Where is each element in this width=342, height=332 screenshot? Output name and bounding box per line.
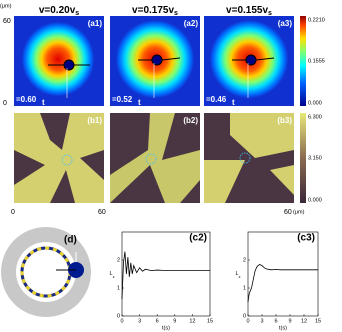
y-axis-label-main: L — [110, 271, 113, 277]
panel-value: =0.46 — [206, 95, 227, 104]
y-tick-label: 2 — [243, 257, 246, 263]
x-tick-label: 3 — [138, 318, 141, 324]
x-tick-label: 60 — [284, 209, 292, 216]
panel-label: (b2) — [183, 116, 198, 125]
x-tick-label: 0 — [246, 318, 249, 324]
y-axis-label: Lz — [110, 271, 115, 279]
series-line — [247, 264, 318, 303]
panel-label: (b1) — [87, 116, 102, 125]
y-tick-label: 60 — [3, 18, 11, 25]
y-axis-label-sub: z — [239, 275, 241, 279]
colorbar-label: 3.150 — [308, 155, 322, 161]
y-tick-label: 0 — [243, 313, 246, 319]
x-tick-label: 9 — [173, 318, 176, 324]
heatmaps — [14, 16, 306, 106]
panel-label: (d) — [64, 235, 77, 246]
x-tick-label: 15 — [315, 318, 321, 324]
colorbar-label: 0.000 — [308, 197, 322, 203]
panel-value: =0.60 — [16, 95, 37, 104]
column-title-sub: s — [174, 10, 178, 17]
x-tick-label: 0 — [120, 318, 123, 324]
y-tick-label: 2 — [117, 257, 120, 263]
panel-value-sub: t — [138, 98, 141, 107]
x-tick-label: 6 — [274, 318, 277, 324]
column-title-main: v=0.175v — [132, 5, 174, 16]
panel-value-sub: t — [42, 98, 45, 107]
diagram — [1, 227, 91, 317]
colorbar-label: 0.1555 — [308, 58, 325, 64]
axis-unit: (μm) — [293, 209, 305, 215]
colorbar — [300, 16, 306, 106]
x-tick-label: 12 — [301, 318, 307, 324]
panel-value-sub: t — [232, 98, 235, 107]
panel-label: (a2) — [184, 19, 199, 28]
column-title-main: v=0.155v — [226, 5, 268, 16]
heatmap-field — [21, 21, 95, 97]
panel-label: (a1) — [88, 19, 103, 28]
vortex-markers — [48, 54, 275, 98]
series-line — [121, 251, 210, 300]
axis-unit: (μm) — [0, 3, 12, 9]
y-tick-label: 1 — [117, 285, 120, 291]
x-tick-label: 12 — [189, 318, 195, 324]
plot-frame — [121, 231, 211, 317]
y-tick-label: 0 — [3, 100, 7, 107]
panel-value: =0.52 — [112, 95, 133, 104]
colorbar-label: 0.000 — [308, 100, 322, 106]
phase-region — [14, 113, 104, 203]
phase-maps — [14, 113, 306, 203]
y-tick-label: 1 — [243, 285, 246, 291]
plot-frame — [247, 231, 319, 317]
colorbar-label: 6.300 — [308, 114, 322, 120]
x-tick-label: 15 — [207, 318, 213, 324]
column-title: v=0.155vs — [226, 5, 272, 17]
panel-label: (c3) — [297, 233, 315, 244]
panel-label: (c2) — [189, 233, 207, 244]
phase-region — [110, 113, 200, 203]
y-axis-label: Lz — [236, 271, 241, 279]
column-title-sub: s — [75, 10, 79, 17]
panel-label: (a3) — [278, 19, 293, 28]
x-tick-label: 0 — [11, 209, 15, 216]
column-title: v=0.175vs — [132, 5, 178, 17]
y-tick-label: 0 — [117, 313, 120, 319]
column-title: v=0.20vs — [39, 5, 79, 17]
x-tick-label: 9 — [288, 318, 291, 324]
column-title-sub: s — [268, 10, 272, 17]
phase-region — [204, 113, 294, 203]
x-axis-label: t(s) — [162, 325, 170, 331]
y-axis-label-sub: z — [113, 275, 115, 279]
colorbar — [300, 113, 306, 203]
panel-label: (b3) — [277, 116, 292, 125]
x-tick-label: 60 — [98, 209, 106, 216]
x-tick-label: 3 — [260, 318, 263, 324]
y-axis-label-main: L — [236, 271, 239, 277]
x-axis-label: t(s) — [279, 325, 287, 331]
column-title-main: v=0.20v — [39, 5, 76, 16]
colorbar-label: 0.2210 — [308, 17, 325, 23]
x-tick-label: 6 — [156, 318, 159, 324]
